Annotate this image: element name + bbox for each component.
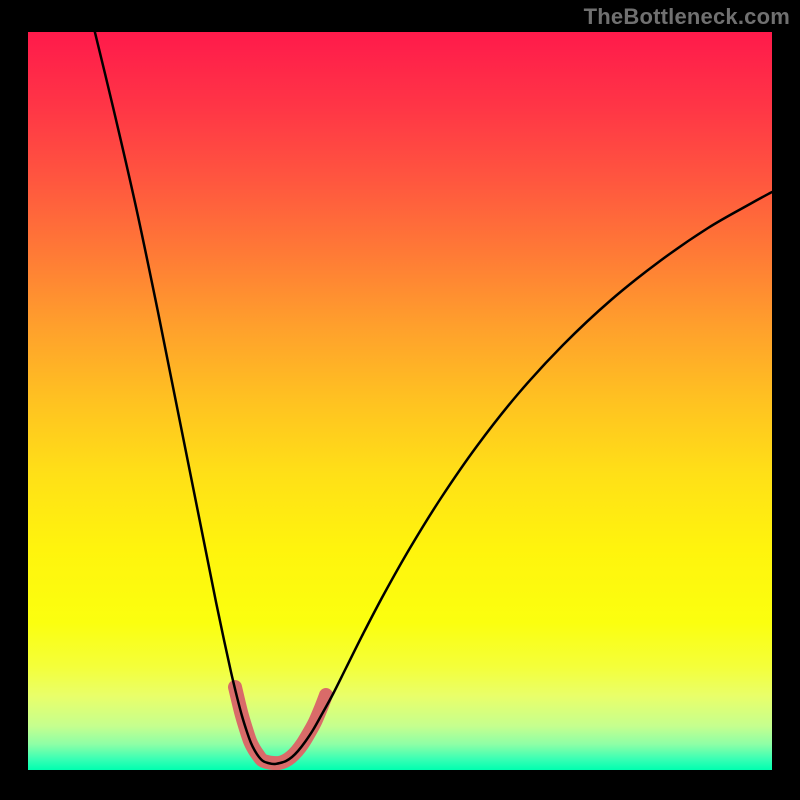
watermark-text: TheBottleneck.com: [584, 4, 790, 30]
plot-area: [28, 32, 772, 770]
gradient-background: [28, 32, 772, 770]
chart-frame: TheBottleneck.com: [0, 0, 800, 800]
